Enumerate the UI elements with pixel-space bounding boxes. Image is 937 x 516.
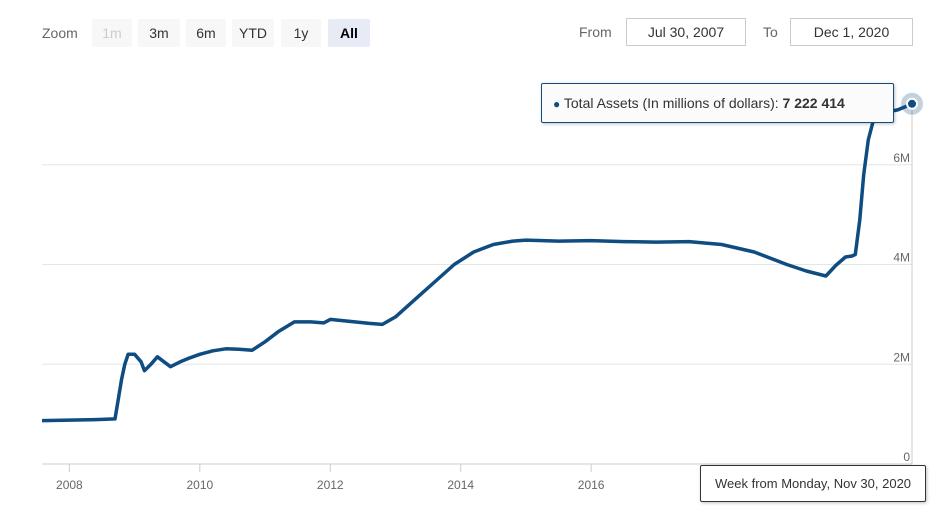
tooltip-value: 7 222 414 [782,95,845,111]
y-tick-label: 0 [903,450,910,464]
x-tick-label: 2012 [317,478,344,492]
x-tick-label: 2014 [447,478,474,492]
from-label: From [579,24,612,40]
tooltip-series-label: Total Assets (In millions of dollars): [563,95,779,111]
series-dot-icon: ● [553,97,561,111]
zoom-1y-button[interactable]: 1y [281,19,321,47]
zoom-label: Zoom [42,25,78,41]
zoom-3m-button[interactable]: 3m [138,19,180,47]
to-label: To [763,24,778,40]
zoom-all-button[interactable]: All [328,19,370,47]
crosshair-date-label: Week from Monday, Nov 30, 2020 [700,465,926,502]
y-tick-label: 4M [893,251,910,265]
total-assets-line [41,102,913,423]
zoom-1m-button[interactable]: 1m [92,19,132,47]
data-tooltip: ● Total Assets (In millions of dollars):… [541,83,894,123]
y-tick-label: 2M [893,350,910,364]
zoom-6m-button[interactable]: 6m [186,19,226,47]
x-tick-label: 2010 [186,478,213,492]
hover-point [906,97,918,110]
from-date-input[interactable]: Jul 30, 2007 [626,18,746,46]
to-date-input[interactable]: Dec 1, 2020 [790,18,913,46]
zoom-ytd-button[interactable]: YTD [232,19,274,47]
y-tick-label: 6M [893,151,910,165]
x-tick-label: 2016 [578,478,605,492]
x-tick-label: 2008 [56,478,83,492]
range-selector-toolbar: Zoom 1m 3m 6m YTD 1y All From Jul 30, 20… [0,0,937,60]
